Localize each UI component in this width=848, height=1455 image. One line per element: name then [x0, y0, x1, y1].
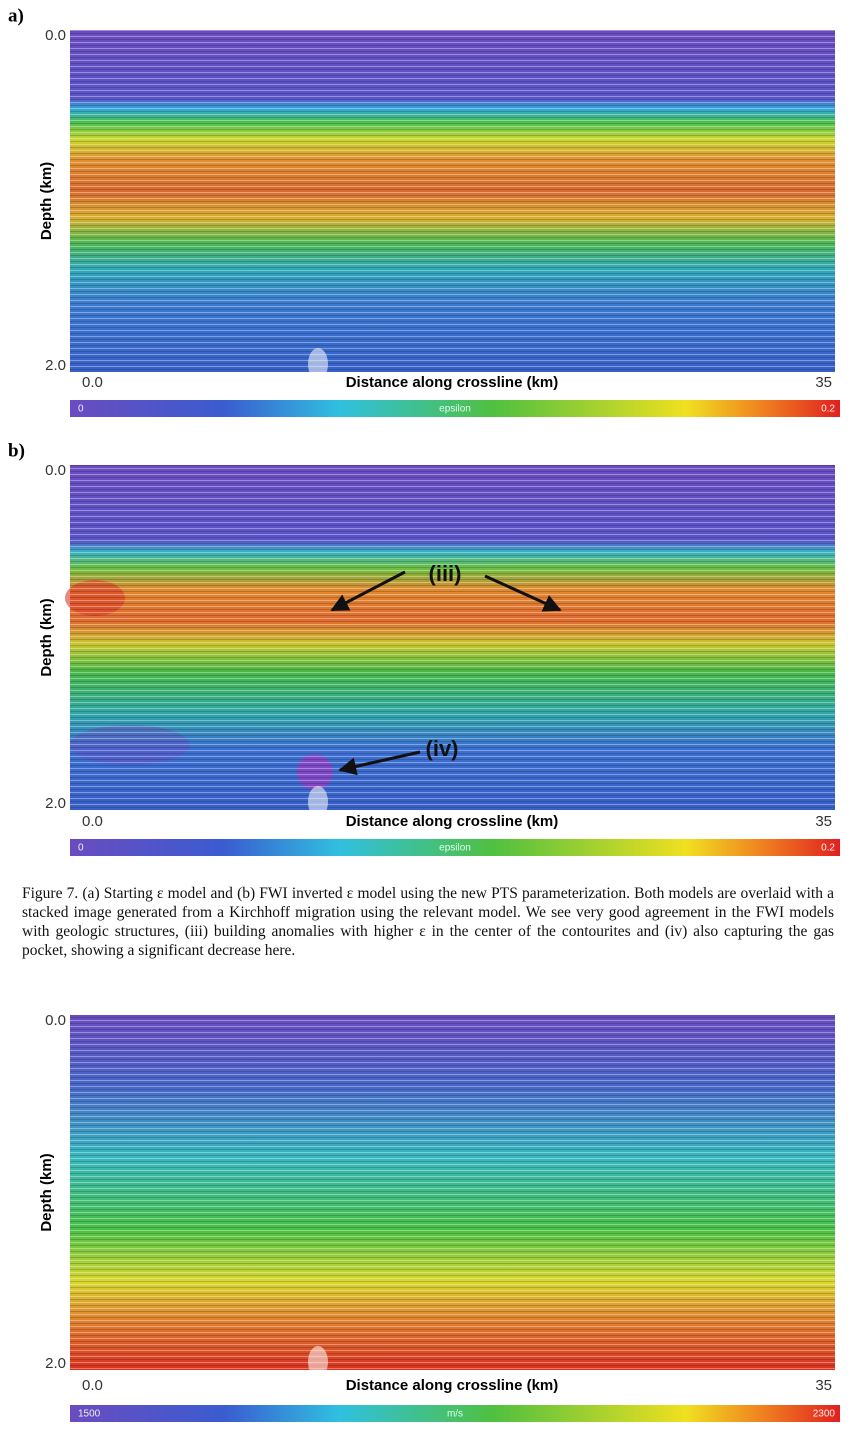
annotation: (iii) — [429, 561, 462, 586]
x-tick-label: 0.0 — [82, 813, 103, 830]
gas-pocket — [308, 348, 328, 380]
panel-label: b) — [8, 440, 25, 461]
arrow — [484, 574, 562, 612]
x-tick-label: 0.0 — [82, 1377, 103, 1394]
colorbar-min: 0 — [78, 404, 84, 415]
y-axis-title: Depth (km) — [38, 598, 55, 676]
x-axis-title: Distance along crossline (km) — [346, 1377, 559, 1394]
x-tick-label: 35 — [815, 374, 832, 391]
y-tick-label: 2.0 — [45, 357, 66, 374]
colorbar-label: epsilon — [439, 843, 471, 854]
x-tick-label: 35 — [815, 1377, 832, 1394]
strata-overlay — [70, 30, 835, 372]
caption: Figure 7. (a) Starting ε model and (b) F… — [22, 885, 834, 959]
x-tick-label: 0.0 — [82, 374, 103, 391]
panel-label: a) — [8, 5, 24, 26]
colorbar-min: 1500 — [78, 1409, 101, 1420]
gas-pocket — [308, 786, 328, 818]
annotation: (iv) — [426, 736, 459, 761]
colorbar — [70, 1405, 840, 1422]
y-axis-title: Depth (km) — [38, 1153, 55, 1231]
colorbar — [70, 400, 840, 417]
colorbar — [70, 839, 840, 856]
y-tick-label: 0.0 — [45, 1012, 66, 1029]
colorbar-label: m/s — [447, 1409, 463, 1420]
strata-overlay — [70, 465, 835, 810]
y-tick-label: 2.0 — [45, 1355, 66, 1372]
colorbar-min: 0 — [78, 843, 84, 854]
x-axis-title: Distance along crossline (km) — [346, 813, 559, 830]
colorbar-label: epsilon — [439, 404, 471, 415]
colorbar-max: 0.2 — [821, 404, 835, 415]
arrow — [338, 750, 421, 776]
y-tick-label: 0.0 — [45, 462, 66, 479]
gas-pocket — [308, 1346, 328, 1378]
y-tick-label: 2.0 — [45, 795, 66, 812]
strata-overlay — [70, 1015, 835, 1370]
colorbar-max: 0.2 — [821, 843, 835, 854]
x-axis-title: Distance along crossline (km) — [346, 374, 559, 391]
arrow — [330, 570, 406, 612]
x-tick-label: 35 — [815, 813, 832, 830]
y-tick-label: 0.0 — [45, 27, 66, 44]
y-axis-title: Depth (km) — [38, 162, 55, 240]
colorbar-max: 2300 — [813, 1409, 836, 1420]
